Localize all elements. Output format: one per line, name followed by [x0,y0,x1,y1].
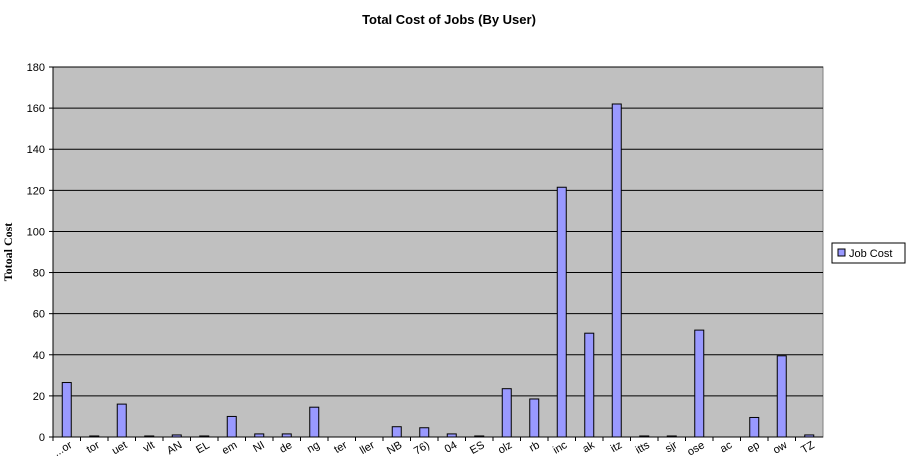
x-tick-label: itts [634,439,653,457]
x-tick-label: TZ [799,439,817,456]
bar-9 [309,406,320,438]
x-tick-label: inc [551,439,570,457]
x-tick-label: em [220,439,239,457]
y-tick-label: 160 [27,103,45,115]
bar-25 [749,416,760,438]
x-tick-label: NB [385,439,404,457]
y-tick-label: 180 [27,62,45,74]
legend-label: Job Cost [849,248,892,260]
x-tick-label: itz [609,439,625,455]
legend: Job Cost [831,242,906,264]
y-tick-label: 0 [39,432,45,444]
x-tick-label: ...or [52,439,75,459]
legend-swatch [837,248,846,257]
y-tick-label: 120 [27,185,45,197]
bar-19 [584,332,595,438]
x-tick-label: AN [165,439,184,457]
y-tick-label: 40 [33,350,45,362]
gridlines [53,66,823,397]
x-tick-label: ES [468,439,487,457]
x-tick-label: tor [85,439,102,456]
bar-6 [226,415,237,438]
legend-box [831,242,906,264]
bar-18 [556,186,567,438]
bar-13 [419,427,430,438]
x-tick-label: EL [194,439,212,456]
x-tick-label: ter [332,439,349,456]
x-tick-label: ak [581,439,597,455]
x-axis: ...or tor uet vlt AN EL em NI de ng ter ller NB 76) 04… [52,436,823,459]
y-tick-label: 100 [27,226,45,238]
y-tick-label: 20 [33,391,45,403]
x-tick-label: sjr [663,439,679,455]
bar-17 [529,398,540,438]
y-tick-label: 80 [33,268,45,280]
bar-26 [776,355,787,438]
x-tick-label: NI [251,439,267,455]
x-tick-label: de [278,439,295,456]
x-tick-label: 76) [412,439,432,457]
x-tick-label: ac [718,439,734,455]
x-tick-label: ow [771,439,789,456]
bar-12 [391,426,402,438]
x-tick-label: ller [358,439,377,457]
bar-16 [501,388,512,438]
plot-area [52,66,824,438]
x-tick-label: 04 [443,439,460,456]
x-tick-label: rb [527,439,541,454]
x-tick-label: ng [305,439,322,456]
y-tick-label: 60 [33,309,45,321]
chart-title: Total Cost of Jobs (By User) [362,12,536,27]
bar-2 [116,403,127,438]
bar-23 [694,329,705,438]
y-axis: 0 20 40 60 80 100 120 140 160 180 [27,62,54,444]
y-axis-label: Totoal Cost [1,223,15,282]
bar-0 [61,382,72,438]
bar-20 [611,103,622,438]
y-tick-label: 140 [27,144,45,156]
x-tick-label: olz [496,439,514,456]
x-tick-label: vlt [141,439,157,455]
x-tick-label: ose [685,439,706,458]
x-tick-label: uet [110,439,129,457]
x-tick-label: ep [745,439,762,456]
